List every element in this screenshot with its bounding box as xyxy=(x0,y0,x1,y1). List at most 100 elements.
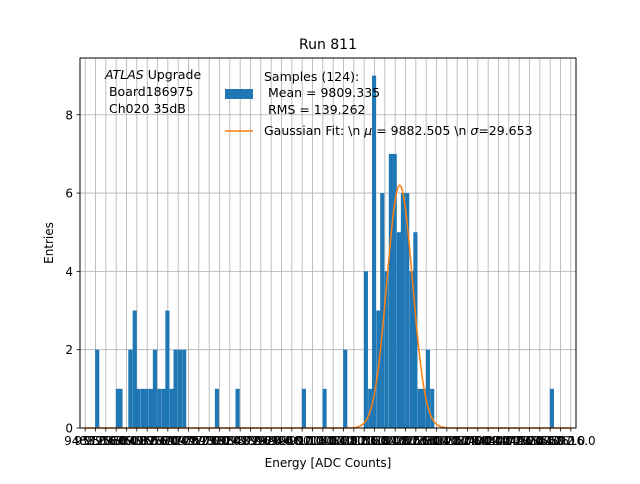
chart-title: Run 811 xyxy=(299,37,357,53)
x-tick-label: 10520.0 xyxy=(505,434,555,448)
histogram-bar xyxy=(421,388,426,428)
histogram-bar xyxy=(430,388,435,428)
histogram-bar xyxy=(128,349,133,428)
histogram-bar xyxy=(363,271,368,428)
x-tick-label: 9512.0 xyxy=(75,434,117,448)
y-axis-label: Entries xyxy=(42,222,56,264)
histogram-bar xyxy=(405,193,410,428)
x-tick-label: 10304.0 xyxy=(412,434,462,448)
histogram-bar xyxy=(140,388,145,428)
x-tick-label: 10088.0 xyxy=(319,434,369,448)
histogram-bar xyxy=(152,349,157,428)
histogram-bar xyxy=(372,75,377,428)
x-tick-label: 9728.0 xyxy=(168,434,210,448)
histogram-bar xyxy=(132,310,137,428)
histogram-bar xyxy=(396,232,402,428)
histogram-bar xyxy=(417,388,422,428)
x-tick-label: 10352.0 xyxy=(432,434,482,448)
x-tick-label: 9968.0 xyxy=(271,434,313,448)
plot-frame xyxy=(79,57,577,429)
x-tick-label: 9896.0 xyxy=(240,434,282,448)
histogram-bar xyxy=(177,349,182,428)
x-tick-label: 9848.0 xyxy=(219,434,261,448)
svg-text:ATLAS Upgrade: ATLAS Upgrade xyxy=(104,67,201,82)
x-tick-label: 9872.0 xyxy=(230,434,272,448)
x-tick-label: 10112.0 xyxy=(329,434,379,448)
grid xyxy=(80,58,576,429)
x-tick-label: 10400.0 xyxy=(453,434,503,448)
histogram-bar xyxy=(235,388,240,428)
histogram-bar xyxy=(173,349,178,428)
histogram-bar xyxy=(182,349,187,428)
y-tick-label: 2 xyxy=(65,343,73,357)
histogram-bar xyxy=(392,153,397,429)
x-tick-label: 10472.0 xyxy=(484,434,534,448)
x-tick-label: 10208.0 xyxy=(370,434,420,448)
histogram-bar xyxy=(118,388,123,428)
board-label: Board186975 xyxy=(105,84,193,99)
histogram-bars xyxy=(95,75,554,429)
x-tick-label: 10424.0 xyxy=(463,434,513,448)
histogram-bar xyxy=(214,388,219,428)
histogram-bar xyxy=(384,271,389,428)
histogram-bar xyxy=(301,388,306,428)
x-tick-label: 10568.0 xyxy=(525,434,575,448)
y-tick-label: 4 xyxy=(65,265,73,279)
x-tick-label: 10592.0 xyxy=(536,434,586,448)
x-tick-label: 9920.0 xyxy=(250,434,292,448)
x-tick-label: 10616.0 xyxy=(546,434,596,448)
legend-samples-mean: Mean = 9809.335 xyxy=(264,85,380,100)
x-tick-label: 9560.0 xyxy=(95,434,137,448)
x-tick-label: 10544.0 xyxy=(515,434,565,448)
x-tick-label: 10448.0 xyxy=(474,434,524,448)
histogram-bar xyxy=(136,388,141,428)
x-tick-label: 10328.0 xyxy=(422,434,472,448)
x-tick-label: 10376.0 xyxy=(443,434,493,448)
legend: Samples (124): Mean = 9809.335 RMS = 139… xyxy=(225,69,533,138)
x-tick-label: 9776.0 xyxy=(188,434,230,448)
x-tick-label: 10160.0 xyxy=(350,434,400,448)
x-tick-label: 10184.0 xyxy=(360,434,410,448)
histogram-bar xyxy=(380,193,385,428)
x-tick-label: 9824.0 xyxy=(209,434,251,448)
x-tick-label: 9632.0 xyxy=(126,434,168,448)
histogram-bar xyxy=(169,388,174,428)
histogram-bar xyxy=(115,388,120,428)
legend-fit-label: Gaussian Fit: \n μ = 9882.505 \n σ=29.65… xyxy=(264,123,533,138)
histogram-bar xyxy=(409,271,414,428)
x-tick-label: 9992.0 xyxy=(281,434,323,448)
x-axis-ticks: 9488.09512.09536.09560.09584.09608.09632… xyxy=(64,428,596,448)
histogram-bar xyxy=(549,388,554,428)
x-tick-label: 9752.0 xyxy=(178,434,220,448)
atlas-label: ATLAS xyxy=(104,67,144,82)
atlas-annotation: ATLAS Upgrade Board186975 Ch020 35dB xyxy=(104,67,201,116)
histogram-bar xyxy=(144,388,149,428)
x-tick-label: 10496.0 xyxy=(494,434,544,448)
x-tick-label: 10136.0 xyxy=(339,434,389,448)
histogram-bar xyxy=(425,349,430,428)
histogram-bar xyxy=(368,388,373,428)
histogram-bar xyxy=(157,388,162,428)
histogram-bar xyxy=(148,388,154,428)
x-axis-label: Energy [ADC Counts] xyxy=(265,456,392,470)
histogram-bar xyxy=(413,232,418,428)
y-axis-ticks: 0 2 4 6 8 xyxy=(65,108,80,436)
x-tick-label: 10016.0 xyxy=(288,434,338,448)
histogram-bar xyxy=(95,349,100,428)
legend-samples-rms: RMS = 139.262 xyxy=(264,102,366,117)
x-tick-label: 9584.0 xyxy=(106,434,148,448)
x-tick-label: 9680.0 xyxy=(147,434,189,448)
x-tick-label: 10256.0 xyxy=(391,434,441,448)
histogram-bar xyxy=(343,349,348,428)
legend-samples-title: Samples (124): xyxy=(264,69,359,84)
histogram-bar xyxy=(165,310,170,428)
x-tick-label: 10280.0 xyxy=(401,434,451,448)
x-tick-label: 9944.0 xyxy=(261,434,303,448)
x-tick-label: 9608.0 xyxy=(116,434,158,448)
x-tick-label: 10232.0 xyxy=(381,434,431,448)
x-tick-label: 9488.0 xyxy=(64,434,106,448)
x-tick-label: 10064.0 xyxy=(308,434,358,448)
legend-samples-swatch xyxy=(225,89,253,99)
